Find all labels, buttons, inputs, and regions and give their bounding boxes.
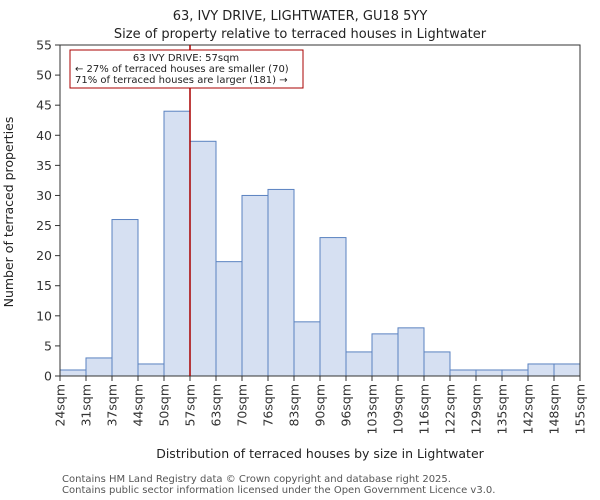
x-tick-label: 109sqm — [391, 384, 406, 434]
bar-57sqm — [189, 140, 217, 377]
chart-title: 63, IVY DRIVE, LIGHTWATER, GU18 5YY — [173, 9, 428, 24]
bar-24sqm — [59, 369, 87, 377]
footer-line-2: Contains public sector information licen… — [62, 485, 496, 496]
bar-50sqm — [163, 110, 191, 377]
x-tick-label: 103sqm — [365, 384, 380, 434]
bar-76sqm — [267, 188, 295, 377]
bar-116sqm — [423, 351, 451, 377]
y-tick-label: 0 — [44, 369, 52, 384]
y-tick-label: 50 — [36, 68, 52, 83]
x-tick-label: 57sqm — [183, 384, 198, 427]
bar-70sqm — [241, 194, 269, 377]
y-tick-label: 45 — [36, 98, 52, 113]
bar-142sqm — [527, 363, 555, 377]
y-tick-label: 5 — [44, 338, 52, 353]
plot-frame — [59, 44, 581, 377]
x-tick-label: 148sqm — [547, 384, 562, 434]
bar-90sqm — [319, 237, 347, 377]
x-tick-label: 37sqm — [105, 384, 120, 427]
bar-63sqm — [215, 261, 243, 377]
y-tick-label: 10 — [36, 308, 52, 323]
y-tick-label: 35 — [36, 158, 52, 173]
y-axis-ticks: 0 5 10 15 20 25 30 35 40 45 50 55 — [36, 38, 60, 384]
y-tick-label: 25 — [36, 218, 52, 233]
x-tick-label: 90sqm — [313, 384, 328, 427]
footer-line-1: Contains HM Land Registry data © Crown c… — [62, 474, 451, 485]
x-tick-label: 76sqm — [261, 384, 276, 427]
bar-148sqm — [553, 363, 581, 377]
bar-96sqm — [345, 351, 373, 377]
x-tick-label: 70sqm — [235, 384, 250, 427]
annotation-box-frame — [69, 49, 304, 89]
bar-37sqm — [111, 219, 139, 377]
bars — [59, 110, 581, 377]
bar-83sqm — [293, 321, 321, 377]
y-tick-label: 40 — [36, 128, 52, 143]
y-tick-label: 55 — [36, 38, 52, 53]
x-tick-label: 44sqm — [131, 384, 146, 427]
x-tick-label: 155sqm — [573, 384, 588, 434]
x-tick-label: 24sqm — [53, 384, 68, 427]
annotation-line-1: 63 IVY DRIVE: 57sqm — [133, 53, 239, 64]
bar-44sqm — [137, 363, 165, 377]
bar-122sqm — [449, 369, 477, 377]
bar-129sqm — [475, 369, 503, 377]
x-axis-label: Distribution of terraced houses by size … — [156, 446, 484, 461]
bar-103sqm — [371, 333, 399, 377]
x-tick-label: 129sqm — [469, 384, 484, 434]
annotation-line-2: ← 27% of terraced houses are smaller (70… — [75, 64, 289, 75]
y-tick-label: 30 — [36, 188, 52, 203]
bar-135sqm — [501, 369, 529, 377]
annotation-line-3: 71% of terraced houses are larger (181) … — [75, 75, 288, 86]
x-tick-label: 122sqm — [443, 384, 458, 434]
bar-109sqm — [397, 327, 425, 377]
x-tick-label: 63sqm — [209, 384, 224, 427]
chart-subtitle: Size of property relative to terraced ho… — [114, 27, 487, 42]
x-tick-label: 135sqm — [495, 384, 510, 434]
x-tick-label: 142sqm — [521, 384, 536, 434]
y-tick-label: 15 — [36, 278, 52, 293]
x-axis-ticks: 24sqm 31sqm 37sqm 44sqm 50sqm 57sqm 63sqm 70sqm… — [53, 376, 588, 434]
x-tick-label: 96sqm — [339, 384, 354, 427]
y-axis-label: Number of terraced properties — [1, 117, 16, 308]
x-tick-label: 116sqm — [417, 384, 432, 434]
x-tick-label: 31sqm — [79, 384, 94, 427]
y-tick-label: 20 — [36, 248, 52, 263]
bar-31sqm — [85, 357, 113, 377]
annotation-box: 63 IVY DRIVE: 57sqm ← 27% of terraced ho… — [69, 49, 304, 89]
x-tick-label: 50sqm — [157, 384, 172, 427]
x-tick-label: 83sqm — [287, 384, 302, 427]
